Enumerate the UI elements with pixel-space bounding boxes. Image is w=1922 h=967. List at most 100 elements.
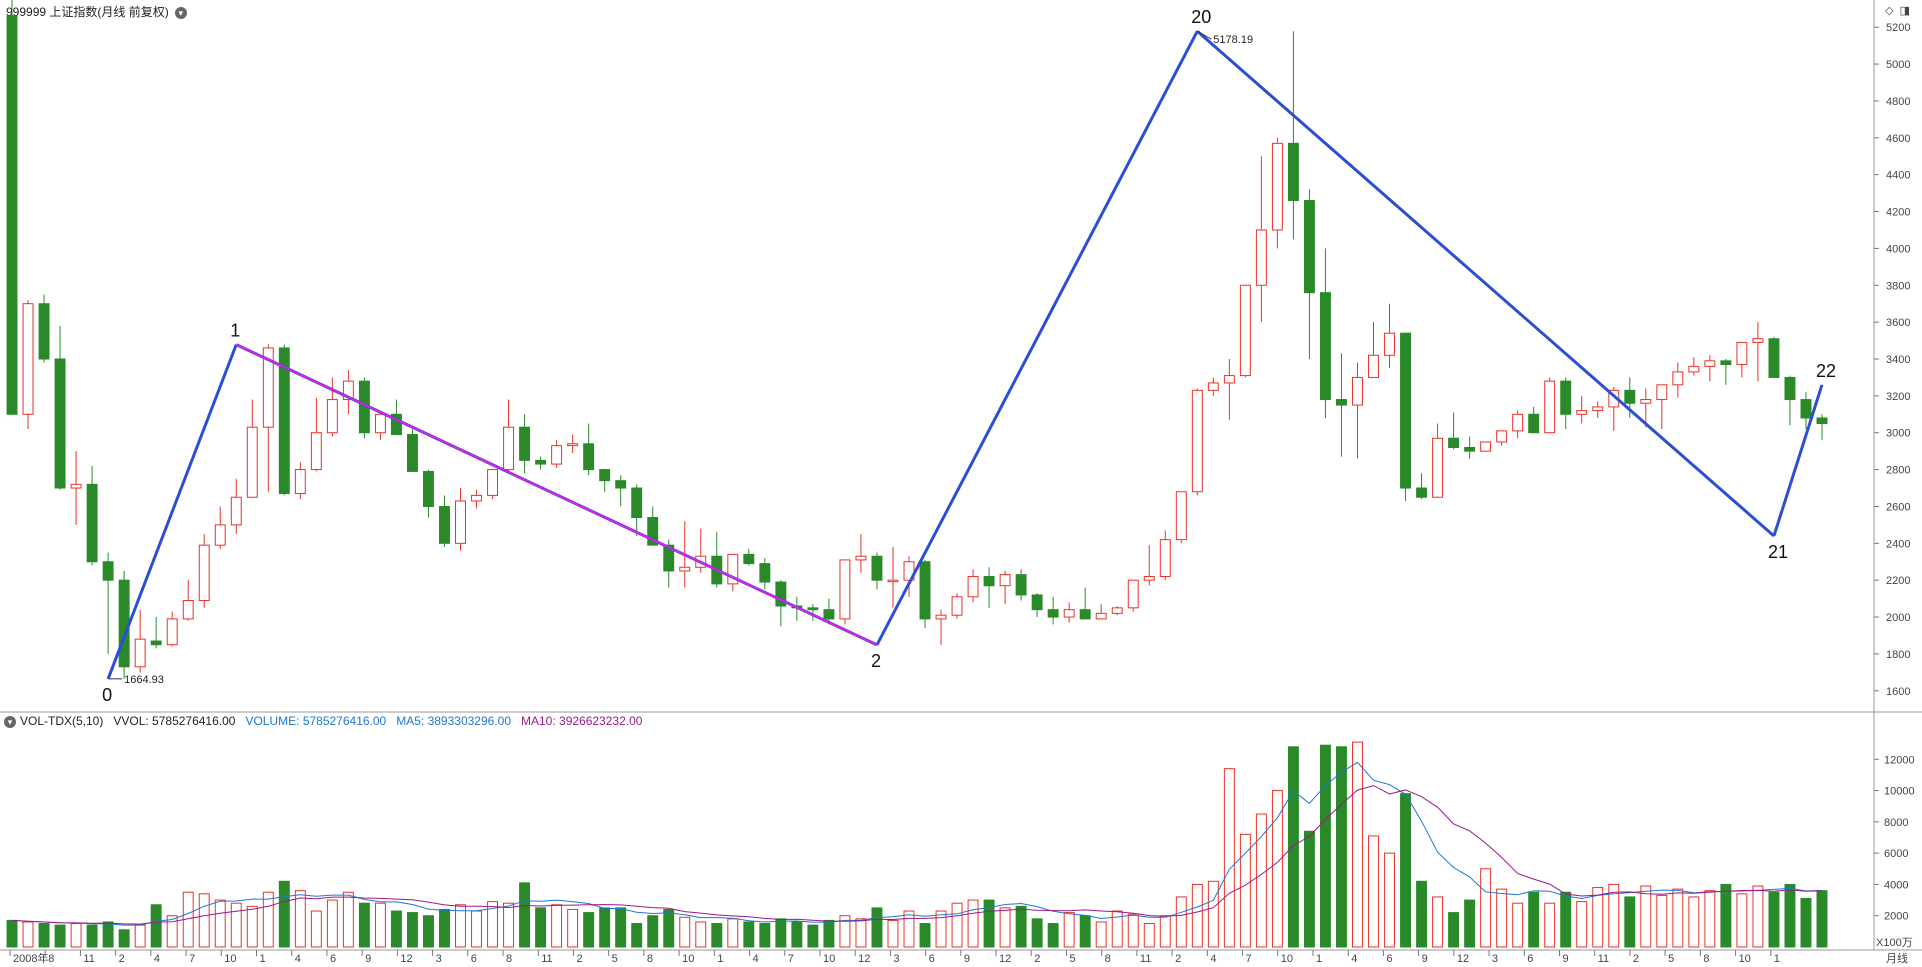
volume-bar <box>70 923 82 948</box>
candle-body <box>663 544 675 572</box>
price-tick-label: 4800 <box>1886 96 1910 108</box>
chevron-down-icon-vol[interactable]: ▾ <box>4 715 16 728</box>
x-tick-label: 2 <box>1034 953 1040 965</box>
volume-bar <box>374 902 386 948</box>
volume-header: ▾ VOL-TDX(5,10) VVOL: 5785276416.00 VOLUME:… <box>4 714 652 728</box>
volume-bar <box>326 899 338 948</box>
candle-body <box>1400 332 1412 489</box>
volume-bar <box>134 924 146 948</box>
candle-body <box>1368 354 1379 378</box>
volume-bar <box>679 916 691 948</box>
x-tick-label: 10 <box>224 953 236 965</box>
volume-bar <box>230 902 242 948</box>
candle-body <box>1480 441 1492 452</box>
volume-bar <box>1079 915 1091 948</box>
volume-bar <box>1159 915 1171 948</box>
volume-bar <box>999 907 1011 948</box>
volume-bar <box>1319 744 1331 948</box>
x-tick-label: 8 <box>647 953 653 965</box>
volume-unit-label: X100万 <box>1876 937 1913 949</box>
wave-label: 0 <box>102 685 112 705</box>
price-tick-label: 3000 <box>1886 428 1910 440</box>
diamond-icon[interactable]: ◇ <box>1885 5 1894 17</box>
chevron-down-icon[interactable]: ▾ <box>174 6 187 19</box>
x-tick-label-period: 月线 <box>1886 951 1908 965</box>
candle-body <box>1512 413 1524 432</box>
volume-bar <box>406 912 418 948</box>
candle-body <box>679 566 691 572</box>
x-tick-label: 10 <box>823 953 835 965</box>
x-tick-label: 7 <box>1246 953 1252 965</box>
volume-tick-label: 6000 <box>1884 848 1908 860</box>
volume-bar <box>38 923 50 948</box>
x-tick-label: 4 <box>753 953 759 965</box>
candle-body <box>1560 380 1572 415</box>
price-tick-label: 1600 <box>1886 686 1910 698</box>
candle-body <box>1640 399 1652 404</box>
candle-body <box>278 347 290 495</box>
candle-body <box>214 524 226 546</box>
candle-body <box>1576 410 1588 415</box>
candle-body <box>390 413 402 436</box>
x-tick-label: 2008年 <box>13 951 48 965</box>
volume-bar <box>1432 896 1444 948</box>
candle-body <box>1015 574 1027 596</box>
wave-arrow-line <box>106 344 238 680</box>
high-annotation: 5178.19 <box>1213 34 1253 46</box>
candle-body <box>1688 365 1700 373</box>
candle-body <box>1031 594 1043 611</box>
x-tick-label: 3 <box>436 953 442 965</box>
volume-bar <box>1095 921 1107 948</box>
volume-bar <box>791 921 803 948</box>
volume-bar <box>567 908 579 948</box>
candle-body <box>631 487 643 519</box>
chart-title: 999999 上证指数(月线 前复权) ▾ <box>6 3 187 20</box>
volume-bar <box>1063 912 1075 948</box>
volume-bar <box>1576 901 1588 948</box>
volume-ma5-line <box>11 761 1823 926</box>
candle-body <box>1352 376 1363 406</box>
panel-icon[interactable]: ◨ <box>1899 5 1910 17</box>
x-tick-label: 12 <box>999 953 1011 965</box>
x-tick-label: 5 <box>612 953 618 965</box>
x-tick-label: 10 <box>682 953 694 965</box>
candle-body <box>1223 375 1235 384</box>
x-tick-label: 9 <box>1422 953 1428 965</box>
volume-bar <box>583 912 595 948</box>
price-tick-label: 2200 <box>1886 575 1910 587</box>
volume-bar <box>599 907 611 948</box>
low-annotation: 1664.93 <box>124 674 164 686</box>
candle-body <box>1159 539 1171 578</box>
price-tick-label: 3800 <box>1886 280 1910 292</box>
volume-bar <box>1047 923 1059 948</box>
x-tick-label: 6 <box>1527 953 1533 965</box>
candle-body <box>1255 229 1267 286</box>
volume-bar <box>1271 790 1283 948</box>
x-tick-label: 1 <box>260 953 266 965</box>
volume-bar <box>310 910 322 948</box>
candle-body <box>887 579 899 583</box>
candle-body <box>1784 376 1796 401</box>
x-tick-label: 11 <box>541 953 552 965</box>
volume-bar <box>1784 883 1796 948</box>
wave-arrow-line <box>1772 384 1824 537</box>
vol-vvol: VVOL: 5785276416.00 <box>113 714 236 728</box>
volume-bar <box>102 921 114 948</box>
candle-body <box>1271 142 1283 231</box>
volume-bar <box>1400 793 1412 948</box>
wave-label: 1 <box>230 321 240 341</box>
candle-body <box>455 500 466 544</box>
volume-tick-label: 8000 <box>1884 817 1908 829</box>
candle-body <box>839 559 851 620</box>
candle-body <box>1816 417 1828 425</box>
vol-indicator: VOL-TDX(5,10) <box>20 714 104 728</box>
x-tick-label: 4 <box>1210 953 1216 965</box>
volume-bar <box>1720 883 1732 948</box>
candle-body <box>86 483 98 563</box>
volume-bar <box>951 902 963 948</box>
candle-body <box>983 576 995 587</box>
price-tick-label: 4200 <box>1886 207 1910 219</box>
volume-bar <box>1303 830 1315 948</box>
x-tick-label: 11 <box>1598 953 1609 965</box>
